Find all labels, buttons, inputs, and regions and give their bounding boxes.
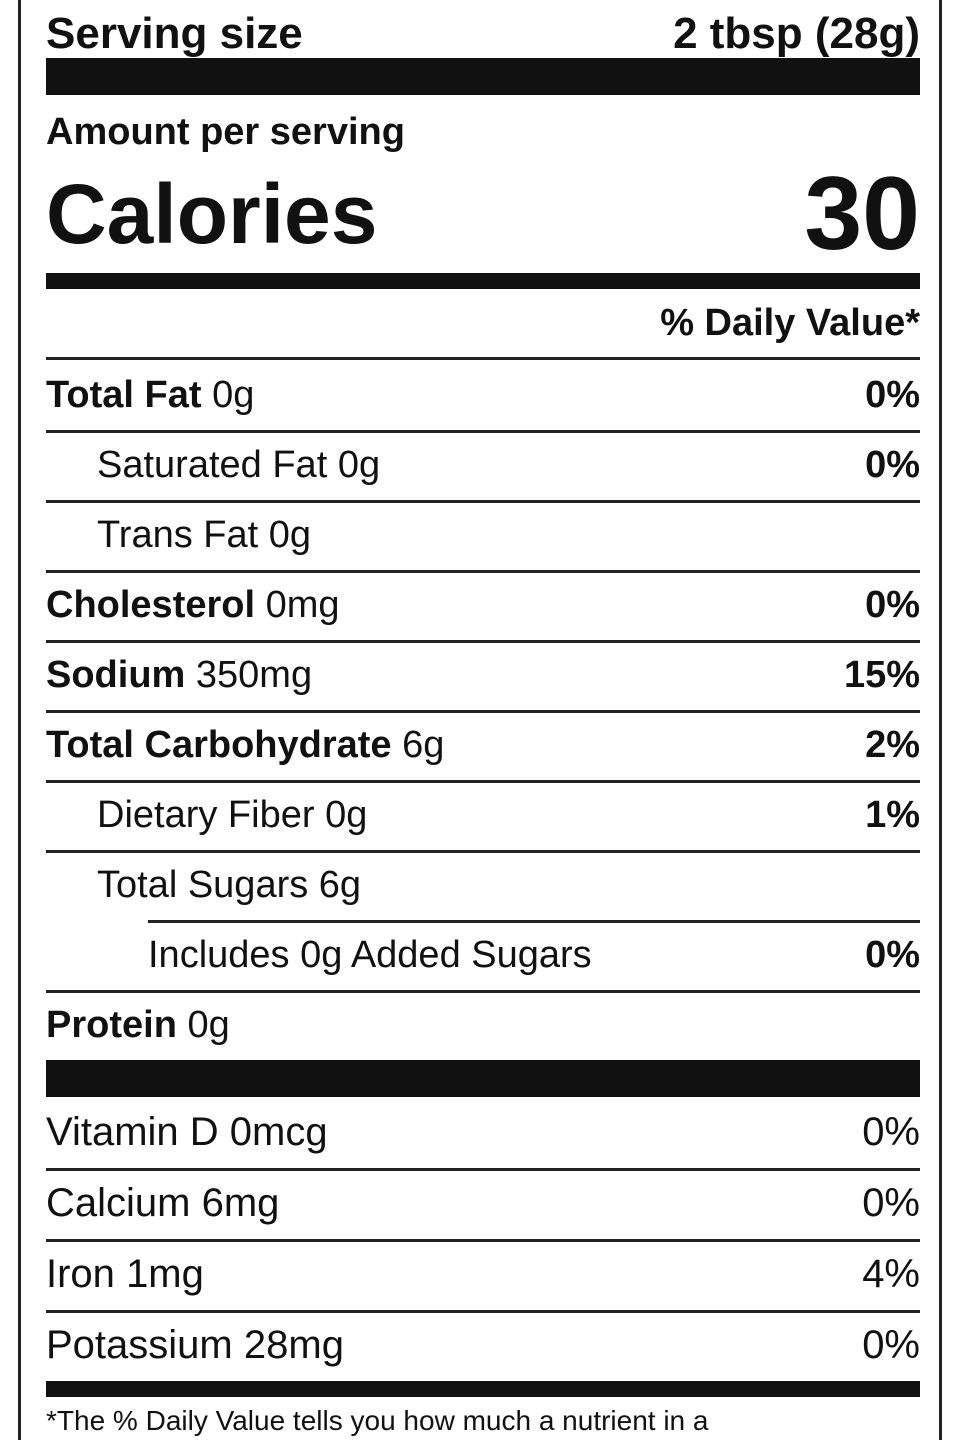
amount-per-serving: Amount per serving bbox=[46, 111, 405, 153]
nutrient-name: Includes 0g Added Sugars bbox=[148, 933, 592, 976]
nutrient-amount: 0g bbox=[187, 1003, 230, 1046]
nutrient-name: Calcium bbox=[46, 1181, 191, 1225]
nutrient: Dietary Fiber 0g bbox=[46, 794, 367, 837]
row-line bbox=[46, 430, 920, 433]
row-line bbox=[46, 1239, 920, 1242]
nutrient: Cholesterol 0mg bbox=[46, 584, 340, 627]
nutrient-row: Total Fat 0g 0% bbox=[46, 360, 920, 430]
nutrient-amount: 28mg bbox=[243, 1323, 344, 1367]
row-line bbox=[46, 570, 920, 573]
nutrition-label: Serving size 2 tbsp (28g) Amount per ser… bbox=[46, 0, 920, 1437]
nutrient-row: Total Sugars 6g bbox=[46, 850, 920, 920]
row-line bbox=[46, 640, 920, 643]
row-line bbox=[148, 920, 920, 923]
label-frame bbox=[18, 0, 942, 1440]
serving-label: Serving size bbox=[46, 9, 303, 58]
nutrient-name: Total Sugars bbox=[97, 863, 309, 906]
nutrient-row: Calcium 6mg 0% bbox=[46, 1168, 920, 1239]
calories-value: 30 bbox=[804, 155, 920, 272]
nutrient-amount: 0g bbox=[337, 443, 381, 486]
divider bbox=[46, 1381, 920, 1397]
daily-value: 0% bbox=[865, 933, 920, 976]
nutrient-amount: 0mcg bbox=[229, 1110, 328, 1154]
daily-value-header: % Daily Value* bbox=[46, 289, 920, 360]
nutrient-row: Total Carbohydrate 6g 2% bbox=[46, 710, 920, 780]
nutrient-name: Dietary Fiber bbox=[97, 793, 315, 836]
nutrient-amount: 6g bbox=[318, 863, 362, 906]
footnote: *The % Daily Value tells you how much a … bbox=[46, 1405, 709, 1436]
nutrient-amount: 0g bbox=[268, 513, 312, 556]
nutrient: Trans Fat 0g bbox=[46, 514, 311, 557]
daily-value: 0% bbox=[862, 1110, 920, 1154]
nutrient-name: Vitamin D bbox=[46, 1110, 219, 1154]
nutrient-row: Potassium 28mg 0% bbox=[46, 1310, 920, 1381]
daily-value: 0% bbox=[865, 583, 920, 626]
nutrient-row: Cholesterol 0mg 0% bbox=[46, 570, 920, 640]
daily-value: 4% bbox=[862, 1252, 920, 1296]
serving-value: 2 tbsp (28g) bbox=[673, 9, 920, 58]
daily-value: 1% bbox=[865, 793, 920, 836]
nutrient-row: Saturated Fat 0g 0% bbox=[46, 430, 920, 500]
calories-row: Calories 30 bbox=[46, 155, 920, 273]
vitamins-minerals: Vitamin D 0mcg 0% Calcium 6mg 0% Iron 1mg 4% P… bbox=[46, 1097, 920, 1381]
nutrient-amount: 0g bbox=[325, 793, 368, 836]
nutrient-name: Total Fat bbox=[46, 373, 202, 416]
row-line bbox=[46, 500, 920, 503]
nutrient-name: Total Carbohydrate bbox=[46, 723, 392, 766]
daily-value: 0% bbox=[865, 373, 920, 416]
divider bbox=[46, 1060, 920, 1097]
row-line bbox=[46, 1168, 920, 1171]
nutrient-name: Iron bbox=[46, 1252, 115, 1296]
daily-value: 15% bbox=[843, 653, 920, 696]
nutrient-name: Potassium bbox=[46, 1323, 233, 1367]
nutrient-row: Protein 0g bbox=[46, 990, 920, 1060]
nutrient: Sodium 350mg bbox=[46, 654, 312, 697]
nutrient-row: Includes 0g Added Sugars 0% bbox=[46, 920, 920, 990]
nutrient: Iron 1mg bbox=[46, 1252, 204, 1297]
nutrient-name: Protein bbox=[46, 1003, 177, 1046]
nutrient-amount: 6mg bbox=[201, 1181, 280, 1225]
row-line bbox=[46, 1310, 920, 1313]
nutrient-name: Sodium bbox=[46, 653, 186, 696]
nutrient-row: Iron 1mg 4% bbox=[46, 1239, 920, 1310]
divider bbox=[46, 58, 920, 95]
daily-value: 0% bbox=[862, 1323, 920, 1367]
row-line bbox=[46, 850, 920, 853]
nutrient-amount: 350mg bbox=[195, 653, 313, 696]
nutrient-row: Dietary Fiber 0g 1% bbox=[46, 780, 920, 850]
nutrient: Vitamin D 0mcg bbox=[46, 1110, 328, 1155]
row-line bbox=[46, 780, 920, 783]
nutrient-name: Cholesterol bbox=[46, 583, 256, 626]
nutrient-row: Sodium 350mg 15% bbox=[46, 640, 920, 710]
daily-value: 0% bbox=[862, 1181, 920, 1225]
nutrient: Protein 0g bbox=[46, 1004, 230, 1047]
nutrient-row: Trans Fat 0g bbox=[46, 500, 920, 570]
row-line bbox=[46, 990, 920, 993]
daily-value: 0% bbox=[865, 443, 920, 486]
nutrient: Total Fat 0g bbox=[46, 374, 254, 417]
nutrient: Potassium 28mg bbox=[46, 1323, 344, 1368]
nutrient-amount: 6g bbox=[402, 723, 445, 766]
divider bbox=[46, 273, 920, 289]
nutrient-amount: 0mg bbox=[265, 583, 340, 626]
nutrient-name: Trans Fat bbox=[97, 513, 259, 556]
nutrient-amount: 1mg bbox=[126, 1252, 204, 1296]
calories-label: Calories bbox=[46, 166, 378, 261]
nutrient-row: Vitamin D 0mcg 0% bbox=[46, 1097, 920, 1168]
nutrient-amount: 0g bbox=[212, 373, 255, 416]
nutrient-name: Saturated Fat bbox=[97, 443, 328, 486]
nutrients: Total Fat 0g 0% Saturated Fat 0g 0% Trans Fa… bbox=[46, 360, 920, 1060]
nutrient: Total Sugars 6g bbox=[46, 864, 361, 907]
nutrient: Includes 0g Added Sugars bbox=[46, 934, 592, 977]
serving-row: Serving size 2 tbsp (28g) bbox=[46, 0, 920, 58]
nutrient: Total Carbohydrate 6g bbox=[46, 724, 444, 767]
nutrient: Saturated Fat 0g bbox=[46, 444, 380, 487]
nutrient: Calcium 6mg bbox=[46, 1181, 279, 1226]
daily-value: 2% bbox=[865, 723, 920, 766]
row-line bbox=[46, 710, 920, 713]
